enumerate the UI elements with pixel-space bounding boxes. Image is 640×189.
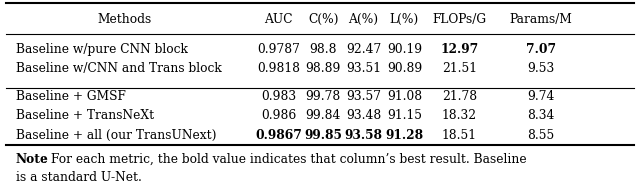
Text: 9.53: 9.53: [527, 62, 554, 75]
Text: 0.986: 0.986: [260, 109, 296, 122]
Text: Baseline + TransNeXt: Baseline + TransNeXt: [16, 109, 154, 122]
Text: : For each metric, the bold value indicates that column’s best result. Baseline: : For each metric, the bold value indica…: [43, 153, 527, 166]
Text: Baseline w/pure CNN block: Baseline w/pure CNN block: [16, 43, 188, 56]
Text: L(%): L(%): [390, 13, 419, 26]
Text: 12.97: 12.97: [440, 43, 479, 56]
Text: 9.74: 9.74: [527, 90, 554, 102]
Text: Methods: Methods: [98, 13, 152, 26]
Text: 8.34: 8.34: [527, 109, 554, 122]
Text: 18.51: 18.51: [442, 129, 477, 142]
Text: 99.78: 99.78: [305, 90, 341, 102]
Text: 0.9867: 0.9867: [255, 129, 302, 142]
Text: is a standard U-Net.: is a standard U-Net.: [16, 171, 142, 184]
Text: 21.51: 21.51: [442, 62, 477, 75]
Text: 91.15: 91.15: [387, 109, 422, 122]
Text: Baseline + GMSF: Baseline + GMSF: [16, 90, 126, 102]
Text: 90.89: 90.89: [387, 62, 422, 75]
Text: Baseline + all (our TransUNext): Baseline + all (our TransUNext): [16, 129, 216, 142]
Text: 99.84: 99.84: [305, 109, 341, 122]
Text: A(%): A(%): [348, 13, 379, 26]
Text: C(%): C(%): [308, 13, 339, 26]
Text: Note: Note: [16, 153, 49, 166]
Text: 98.8: 98.8: [310, 43, 337, 56]
Text: 90.19: 90.19: [387, 43, 422, 56]
Text: 93.58: 93.58: [344, 129, 383, 142]
Text: 93.51: 93.51: [346, 62, 381, 75]
Text: 93.57: 93.57: [346, 90, 381, 102]
Text: 91.08: 91.08: [387, 90, 422, 102]
Text: 0.9787: 0.9787: [257, 43, 300, 56]
Text: Baseline w/CNN and Trans block: Baseline w/CNN and Trans block: [16, 62, 221, 75]
Text: 93.48: 93.48: [346, 109, 381, 122]
Text: 0.983: 0.983: [261, 90, 296, 102]
Text: AUC: AUC: [264, 13, 292, 26]
Text: 99.85: 99.85: [304, 129, 342, 142]
Text: 98.89: 98.89: [305, 62, 341, 75]
Text: Params/M: Params/M: [509, 13, 572, 26]
Text: 91.28: 91.28: [385, 129, 424, 142]
Text: 0.9818: 0.9818: [257, 62, 300, 75]
Text: 21.78: 21.78: [442, 90, 477, 102]
Text: 18.32: 18.32: [442, 109, 477, 122]
Text: FLOPs/G: FLOPs/G: [433, 13, 486, 26]
Text: 7.07: 7.07: [525, 43, 556, 56]
Text: 92.47: 92.47: [346, 43, 381, 56]
Text: 8.55: 8.55: [527, 129, 554, 142]
